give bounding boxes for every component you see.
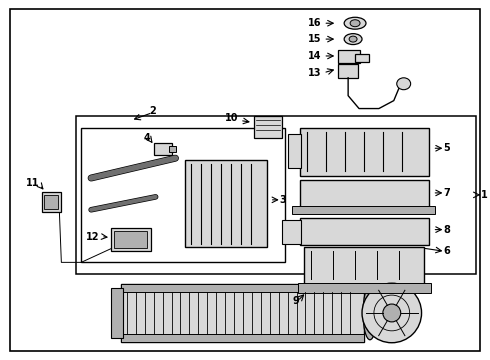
Text: 1: 1	[481, 190, 488, 200]
Text: 3: 3	[280, 195, 287, 205]
Text: 13: 13	[308, 68, 321, 78]
Ellipse shape	[350, 20, 360, 27]
Text: 9: 9	[293, 296, 299, 306]
Bar	[121, 334, 364, 342]
Ellipse shape	[349, 36, 357, 42]
Bar	[292, 206, 436, 214]
Text: 10: 10	[224, 113, 238, 123]
Bar	[121, 284, 364, 342]
Text: 15: 15	[308, 34, 321, 44]
Ellipse shape	[344, 33, 362, 45]
Bar	[114, 231, 147, 248]
Bar	[338, 50, 360, 63]
Text: 7: 7	[443, 188, 450, 198]
Text: 5: 5	[443, 143, 450, 153]
Text: 16: 16	[308, 18, 321, 28]
Bar	[254, 117, 282, 138]
Bar	[76, 116, 476, 274]
Bar	[185, 160, 267, 247]
Ellipse shape	[344, 17, 366, 29]
Bar	[169, 146, 176, 152]
Bar	[355, 54, 369, 62]
Bar	[338, 64, 358, 78]
Text: 12: 12	[86, 231, 99, 242]
Ellipse shape	[363, 286, 377, 340]
Circle shape	[383, 304, 401, 322]
Ellipse shape	[397, 78, 411, 90]
Bar	[42, 192, 61, 212]
Text: 2: 2	[149, 105, 156, 116]
Text: 14: 14	[308, 51, 321, 61]
Circle shape	[362, 283, 421, 343]
Bar	[299, 218, 429, 246]
Bar	[297, 283, 432, 293]
Bar	[111, 288, 123, 338]
Bar	[299, 129, 429, 176]
Text: 8: 8	[443, 225, 450, 235]
Bar	[81, 129, 285, 262]
Bar	[45, 195, 58, 209]
Bar	[299, 180, 429, 212]
Bar	[288, 134, 301, 168]
Bar	[111, 228, 150, 251]
Bar	[154, 143, 172, 155]
Bar	[282, 220, 301, 243]
Bar	[121, 284, 364, 292]
Text: 4: 4	[144, 133, 150, 143]
Bar	[304, 247, 423, 291]
Text: 11: 11	[26, 178, 40, 188]
Text: 6: 6	[443, 247, 450, 256]
